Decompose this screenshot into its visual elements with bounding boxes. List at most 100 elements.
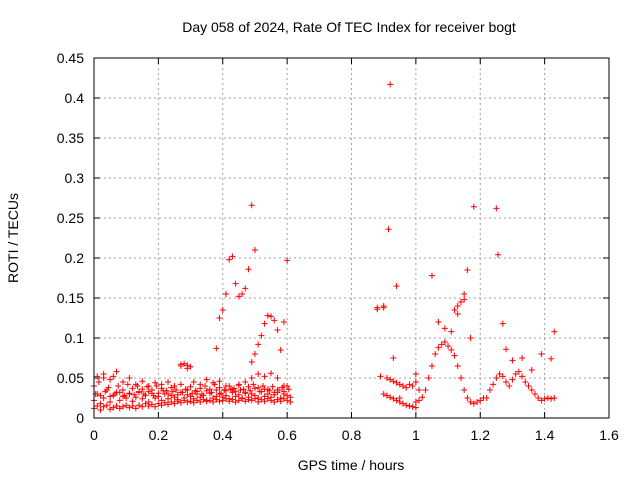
data-point — [250, 381, 257, 388]
data-point — [287, 399, 294, 405]
data-point — [274, 396, 281, 403]
data-point — [428, 272, 435, 279]
data-point — [155, 400, 162, 407]
data-point — [126, 375, 133, 381]
data-point — [177, 381, 184, 388]
data-point — [441, 325, 448, 332]
data-point — [461, 387, 468, 393]
data-point — [173, 387, 180, 393]
x-axis-label: GPS time / hours — [298, 457, 405, 473]
data-point — [385, 226, 392, 233]
data-point — [284, 397, 291, 404]
data-point — [222, 395, 229, 402]
data-point — [194, 388, 200, 395]
data-point — [380, 303, 387, 309]
data-point — [509, 376, 516, 383]
data-point — [110, 373, 117, 380]
data-point — [132, 381, 139, 388]
data-point — [177, 399, 184, 406]
data-point — [229, 253, 236, 260]
data-point — [158, 402, 165, 409]
data-point — [393, 379, 400, 386]
data-point — [494, 251, 501, 258]
data-point — [248, 375, 255, 381]
data-point — [242, 389, 249, 396]
data-point — [422, 387, 429, 393]
data-point — [548, 355, 555, 362]
data-point — [148, 401, 155, 408]
data-point — [203, 376, 210, 383]
data-point — [390, 395, 397, 402]
data-point — [115, 383, 122, 389]
data-point — [232, 280, 239, 287]
data-point — [285, 386, 292, 393]
data-point — [264, 395, 271, 402]
data-point — [396, 381, 403, 388]
data-point — [119, 387, 126, 393]
data-point — [268, 397, 275, 404]
data-point — [140, 391, 147, 397]
data-point — [139, 386, 146, 393]
data-point — [235, 293, 242, 300]
data-point — [158, 381, 165, 388]
y-tick-label: 0.2 — [65, 250, 85, 266]
data-point — [380, 391, 387, 397]
data-point — [474, 399, 481, 405]
data-point — [100, 403, 107, 410]
data-point — [438, 341, 445, 348]
data-point — [222, 291, 229, 297]
data-point — [255, 399, 262, 405]
data-point — [461, 296, 468, 303]
data-point — [184, 387, 191, 393]
data-point — [457, 299, 464, 305]
data-point — [131, 391, 138, 398]
data-point — [153, 383, 160, 389]
data-point — [208, 389, 215, 396]
data-point — [129, 403, 136, 409]
data-point — [203, 387, 210, 394]
data-point — [266, 387, 273, 394]
data-point — [107, 399, 114, 405]
data-point — [259, 383, 266, 389]
data-point — [119, 403, 126, 410]
data-point — [121, 392, 128, 399]
data-point — [235, 397, 242, 404]
data-point — [129, 385, 136, 392]
data-point — [139, 395, 146, 402]
y-tick-label: 0.05 — [57, 370, 84, 386]
data-point — [486, 387, 493, 393]
data-point — [483, 395, 490, 401]
data-point — [435, 319, 442, 325]
data-point — [123, 402, 130, 409]
data-point — [387, 376, 394, 383]
data-point — [245, 266, 252, 273]
data-point — [107, 376, 114, 383]
data-point — [276, 387, 283, 393]
data-point — [457, 375, 464, 381]
data-point — [116, 397, 123, 404]
data-point — [412, 379, 419, 385]
data-point — [206, 397, 213, 404]
data-point — [248, 359, 255, 365]
data-point — [216, 315, 223, 321]
data-point — [271, 389, 278, 396]
data-point — [97, 400, 104, 407]
data-point — [269, 383, 276, 390]
data-point — [248, 202, 255, 209]
data-point — [506, 383, 513, 389]
data-point — [387, 81, 394, 88]
data-point — [284, 257, 291, 264]
data-point — [100, 395, 107, 401]
data-point — [274, 375, 281, 381]
data-point — [187, 363, 194, 370]
data-point — [255, 341, 262, 348]
data-point — [124, 381, 131, 388]
data-point — [110, 404, 117, 411]
data-point — [416, 387, 423, 393]
data-point — [387, 394, 394, 401]
data-point — [406, 381, 413, 388]
data-point — [461, 291, 468, 297]
data-point — [428, 363, 435, 369]
data-point — [184, 399, 191, 405]
